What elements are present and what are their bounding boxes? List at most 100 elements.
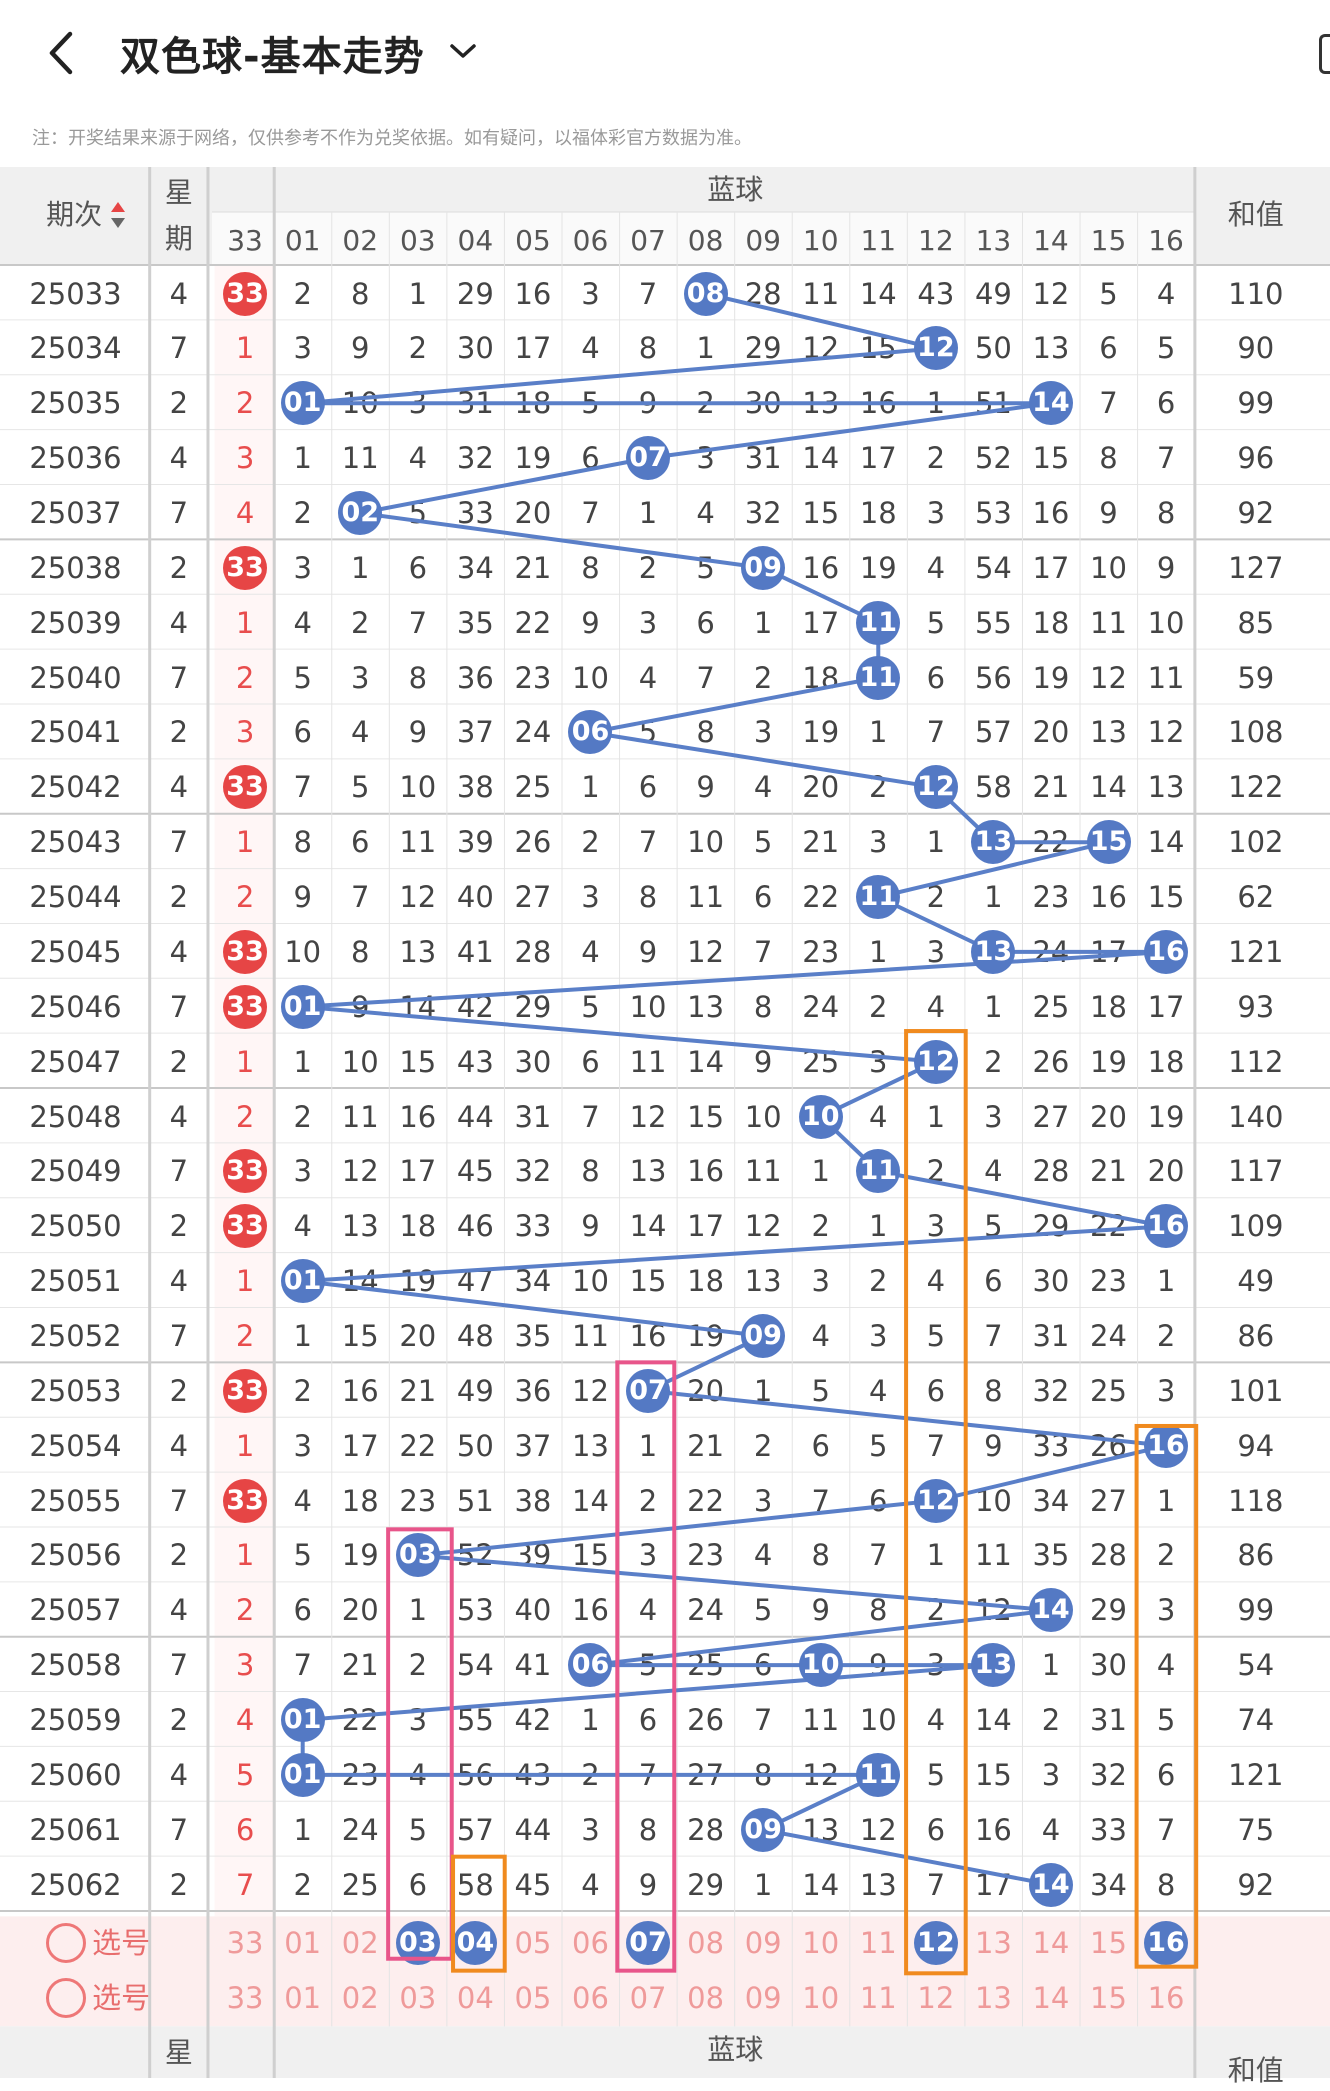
blue-miss-count: 4 [293,1483,312,1518]
col-header-blue-number: 06 [572,224,609,258]
pick-blue-number[interactable]: 07 [629,1980,667,2015]
pick-blue-number[interactable]: 06 [572,1980,609,2015]
blue-miss-count: 16 [572,1593,609,1628]
blue-miss-count: 5 [926,1318,946,1353]
pick-blue-number[interactable]: 15 [1090,1980,1127,2015]
blue-miss-count: 19 [859,550,897,585]
pick-blue-number[interactable]: 01 [284,1925,322,1960]
blue-ball: 09 [741,1313,786,1358]
pick-blue-number[interactable]: 13 [974,1980,1012,2015]
blue-miss-count: 34 [1090,1867,1127,1902]
pick-blue-number[interactable]: 02 [341,1980,379,2015]
blue-miss-count: 6 [926,660,946,695]
red-ball: 33 [223,1368,268,1413]
blue-miss-count: 4 [926,989,946,1024]
pick-blue-number[interactable]: 13 [974,1925,1012,1960]
pick-blue-number[interactable]: 03 [399,1980,437,2015]
blue-miss-count: 5 [869,1428,888,1463]
blue-miss-count: 12 [1090,660,1127,695]
blue-miss-count: 15 [572,1538,609,1573]
blue-miss-count: 17 [1147,989,1185,1024]
pick-blue-number[interactable]: 05 [514,1980,552,2015]
blue-ball: 12 [913,765,958,810]
pick-blue-number[interactable]: 10 [802,1980,840,2015]
pick-blue-number[interactable]: 08 [687,1980,725,2015]
blue-miss-count: 23 [1090,1264,1127,1299]
selected-blue-ball[interactable]: 04 [453,1920,498,1965]
issue-cell: 25037 [29,496,122,530]
week-cell: 4 [169,934,189,969]
pick-blue-number[interactable]: 04 [456,1980,494,2015]
red-ball: 33 [223,984,268,1029]
menu-icon[interactable] [1319,34,1330,74]
blue-miss-count: 7 [811,1483,830,1518]
blue-miss-count: 1 [869,715,888,750]
week-cell: 2 [169,1538,189,1573]
blue-miss-count: 2 [984,1044,1003,1079]
week-cell: 2 [169,1209,189,1244]
chevron-down-icon[interactable] [448,40,478,62]
sort-icon[interactable] [109,200,127,230]
pick-blue-number[interactable]: 08 [687,1925,725,1960]
sum-cell: 96 [1237,441,1275,476]
week-cell: 2 [169,1044,189,1079]
week-cell: 4 [169,1428,189,1463]
blue-miss-count: 10 [572,660,609,695]
pick-label[interactable]: 选号 [92,1925,151,1960]
blue-miss-count: 11 [1147,660,1185,695]
blue-ball: 11 [856,600,901,645]
blue-miss-count: 11 [802,1703,840,1738]
blue-miss-count: 25 [341,1867,379,1902]
red-ball: 33 [223,1149,268,1194]
blue-miss-count: 4 [351,715,370,750]
blue-miss-count: 8 [293,825,312,860]
selected-blue-ball[interactable]: 16 [1144,1920,1189,1965]
blue-miss-count: 16 [1032,496,1070,530]
pick-blue-number[interactable]: 06 [572,1925,609,1960]
red-ball: 33 [223,1204,268,1249]
blue-miss-count: 5 [581,989,600,1024]
pick-blue-number[interactable]: 14 [1032,1925,1070,1960]
issue-cell: 25056 [29,1538,122,1573]
pick-label[interactable]: 选号 [92,1980,151,2015]
pick-red-number[interactable]: 33 [226,1980,264,2015]
selected-blue-ball[interactable]: 07 [626,1920,671,1965]
pick-radio[interactable] [46,1922,87,1963]
blue-miss-count: 15 [1147,880,1185,915]
blue-miss-count: 49 [456,1373,494,1408]
blue-miss-count: 12 [399,880,437,915]
back-arrow-icon[interactable] [42,28,82,78]
blue-miss-count: 33 [1090,1812,1127,1847]
pick-blue-number[interactable]: 05 [514,1925,552,1960]
week-cell: 7 [169,660,189,695]
pick-blue-number[interactable]: 11 [859,1980,897,2015]
pick-radio[interactable] [46,1977,87,2018]
blue-miss-count: 9 [811,1593,830,1628]
pick-blue-number[interactable]: 01 [284,1980,322,2015]
selected-blue-ball[interactable]: 12 [913,1920,958,1965]
pick-blue-number[interactable]: 11 [859,1925,897,1960]
blue-miss-count: 7 [408,605,428,640]
pick-blue-number[interactable]: 02 [341,1925,379,1960]
pick-blue-number[interactable]: 09 [744,1925,782,1960]
pick-blue-number[interactable]: 16 [1147,1980,1185,2015]
pick-red-number[interactable]: 33 [226,1925,264,1960]
pick-blue-number[interactable]: 12 [917,1980,955,2015]
trend-polyline [300,291,1167,1887]
pick-blue-number[interactable]: 14 [1032,1980,1070,2015]
blue-miss-count: 21 [1090,1154,1127,1189]
week-cell: 7 [169,1812,189,1847]
blue-miss-count: 58 [456,1867,494,1902]
pick-blue-number[interactable]: 15 [1090,1925,1127,1960]
blue-miss-count: 48 [456,1318,494,1353]
red-miss-count: 2 [235,1318,255,1353]
blue-ball: 11 [856,1149,901,1194]
col-header-issue[interactable]: 期次 [46,197,103,231]
blue-miss-count: 35 [1032,1538,1070,1573]
pick-blue-number[interactable]: 09 [744,1980,782,2015]
blue-miss-count: 58 [974,770,1012,805]
pick-blue-number[interactable]: 10 [802,1925,840,1960]
sum-cell: 90 [1237,331,1275,366]
week-cell: 7 [169,496,189,530]
col-header-blue-number: 10 [802,224,839,258]
